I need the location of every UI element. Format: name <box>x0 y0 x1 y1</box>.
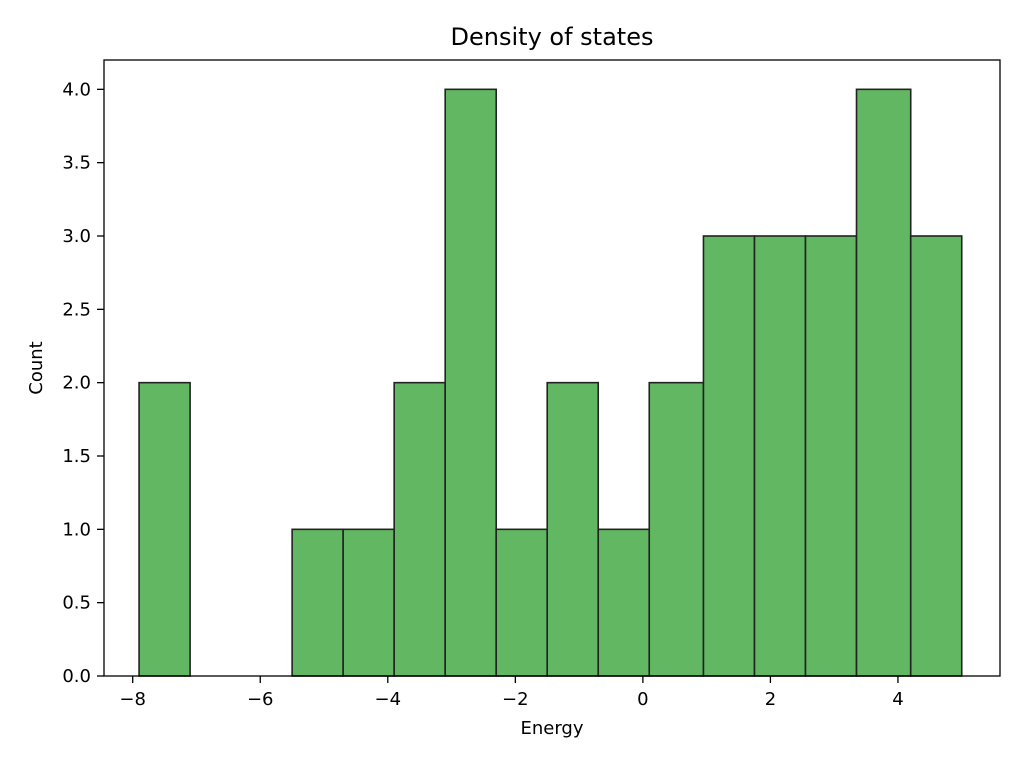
chart-title: Density of states <box>451 23 654 51</box>
y-tick-label: 2.5 <box>62 299 91 320</box>
x-tick-label: −4 <box>375 689 402 710</box>
x-tick-label: −2 <box>502 689 529 710</box>
x-tick-label: 2 <box>765 689 776 710</box>
x-tick-label: −8 <box>119 689 146 710</box>
histogram-bar <box>702 235 756 677</box>
histogram-bar <box>291 528 344 677</box>
x-tick-label: 4 <box>892 689 903 710</box>
x-tick-label: 0 <box>637 689 648 710</box>
y-tick-label: 3.5 <box>62 153 91 174</box>
y-tick-label: 0.5 <box>62 593 91 614</box>
histogram-bar <box>804 235 858 677</box>
plot-frame <box>103 59 1001 677</box>
y-tick-label: 4.0 <box>62 79 91 100</box>
y-tick-label: 2.0 <box>62 373 91 394</box>
histogram-bar <box>597 528 651 677</box>
y-tick-label: 3.0 <box>62 226 91 247</box>
x-tick-label: −6 <box>247 689 274 710</box>
y-tick-label: 1.0 <box>62 519 91 540</box>
histogram-bar <box>909 235 963 677</box>
histogram-bar <box>855 88 912 677</box>
y-axis-ticks: 0.0 0.5 1.0 1.5 2.0 2.5 3.0 3.5 4.0 <box>62 79 104 687</box>
y-axis-label: Count <box>26 341 47 394</box>
y-tick-label: 1.5 <box>62 446 91 467</box>
histogram-bar <box>444 88 497 677</box>
histogram-bar <box>495 528 549 677</box>
bars-group <box>138 88 963 677</box>
y-tick-label: 0.0 <box>62 666 91 687</box>
histogram-bar <box>342 528 395 677</box>
histogram-bar <box>138 381 191 677</box>
histogram-bar <box>393 381 446 677</box>
histogram-bar <box>546 381 600 677</box>
x-axis-ticks: −8 −6 −4 −2 0 2 4 <box>119 676 904 710</box>
histogram-bar <box>753 235 807 677</box>
x-axis-label: Energy <box>520 718 583 739</box>
histogram-bar <box>648 381 705 677</box>
